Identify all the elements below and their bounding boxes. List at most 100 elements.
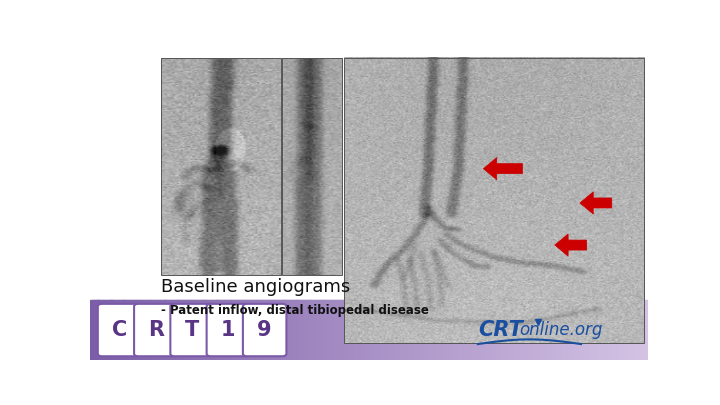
Bar xyxy=(256,300,258,360)
Bar xyxy=(386,300,389,360)
Bar xyxy=(263,300,266,360)
Bar xyxy=(555,300,558,360)
Bar xyxy=(297,300,300,360)
FancyBboxPatch shape xyxy=(171,304,214,356)
Bar xyxy=(356,300,359,360)
Bar xyxy=(166,300,169,360)
Bar xyxy=(159,300,162,360)
Bar xyxy=(577,300,580,360)
Bar xyxy=(400,300,404,360)
Bar xyxy=(633,300,636,360)
Bar xyxy=(498,300,500,360)
Bar xyxy=(378,300,382,360)
Bar xyxy=(486,300,489,360)
Bar xyxy=(339,300,342,360)
Bar xyxy=(135,300,138,360)
Bar xyxy=(467,300,471,360)
Bar xyxy=(328,300,331,360)
Bar xyxy=(628,300,631,360)
Bar xyxy=(127,300,130,360)
Bar xyxy=(341,300,344,360)
Bar xyxy=(516,300,519,360)
Bar xyxy=(291,300,294,360)
Bar xyxy=(278,300,281,360)
Bar xyxy=(410,300,413,360)
Bar xyxy=(456,300,459,360)
Bar xyxy=(472,300,474,360)
Bar xyxy=(287,300,290,360)
Bar xyxy=(639,300,642,360)
Bar xyxy=(367,300,370,360)
Bar xyxy=(140,300,143,360)
Bar xyxy=(594,300,597,360)
Bar xyxy=(217,300,220,360)
Bar xyxy=(185,300,188,360)
Bar xyxy=(488,300,491,360)
Bar xyxy=(248,300,251,360)
Bar xyxy=(161,300,163,360)
Bar xyxy=(369,300,372,360)
Bar xyxy=(258,300,261,360)
Bar xyxy=(579,300,582,360)
Bar xyxy=(313,300,316,360)
Bar xyxy=(163,300,166,360)
Bar xyxy=(572,300,575,360)
Bar xyxy=(529,300,532,360)
Bar xyxy=(319,300,322,360)
Bar xyxy=(302,300,305,360)
Bar xyxy=(445,300,449,360)
Bar xyxy=(542,300,545,360)
Bar xyxy=(482,300,485,360)
Text: online.org: online.org xyxy=(519,321,603,339)
Bar xyxy=(421,300,424,360)
Bar xyxy=(508,300,511,360)
Bar xyxy=(284,300,287,360)
Bar xyxy=(454,300,457,360)
Bar xyxy=(199,300,203,360)
Bar xyxy=(338,300,341,360)
Bar xyxy=(600,300,603,360)
Bar xyxy=(392,300,395,360)
Bar xyxy=(266,300,270,360)
Bar xyxy=(590,300,593,360)
Bar xyxy=(240,300,243,360)
Bar xyxy=(194,300,197,360)
Bar xyxy=(390,300,392,360)
Bar xyxy=(539,300,541,360)
Bar xyxy=(114,300,117,360)
Bar xyxy=(616,300,619,360)
Bar xyxy=(230,300,233,360)
Bar xyxy=(587,300,590,360)
Bar xyxy=(222,300,225,360)
FancyBboxPatch shape xyxy=(207,304,250,356)
Bar xyxy=(644,300,647,360)
Bar xyxy=(209,300,212,360)
Bar xyxy=(490,300,493,360)
Bar xyxy=(170,300,173,360)
Bar xyxy=(333,300,337,360)
Bar xyxy=(233,300,236,360)
Bar xyxy=(172,300,175,360)
Bar xyxy=(598,300,600,360)
Bar xyxy=(161,58,281,275)
Bar xyxy=(423,300,426,360)
Bar xyxy=(276,300,279,360)
Bar xyxy=(294,300,297,360)
Bar xyxy=(132,300,136,360)
Bar xyxy=(402,300,405,360)
Bar xyxy=(642,300,645,360)
Text: 9: 9 xyxy=(257,320,272,340)
Bar xyxy=(253,300,256,360)
Bar xyxy=(581,300,584,360)
Bar xyxy=(204,300,207,360)
Bar xyxy=(226,300,229,360)
Bar xyxy=(527,300,530,360)
Bar xyxy=(419,300,422,360)
Bar xyxy=(624,300,627,360)
Bar xyxy=(441,300,444,360)
Bar xyxy=(148,300,150,360)
Bar xyxy=(533,300,536,360)
Bar xyxy=(304,300,307,360)
Bar xyxy=(150,300,153,360)
Bar xyxy=(453,300,456,360)
